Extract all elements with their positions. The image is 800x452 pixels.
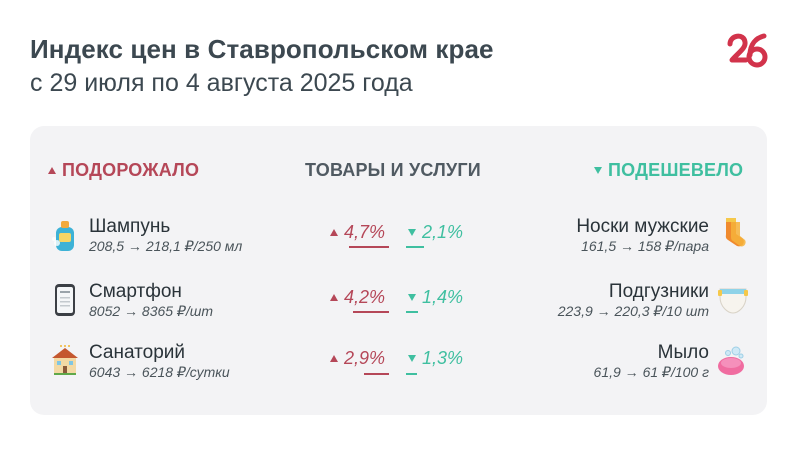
increase-label: 4,2%: [344, 287, 386, 307]
header-down: ПОДЕШЕВЕЛО: [594, 160, 743, 181]
item-detail: 6043 → 6218 ₽/сутки: [89, 364, 230, 380]
item-name: Носки мужские: [576, 216, 709, 237]
diaper-icon: [718, 288, 748, 314]
smartphone-icon: [55, 284, 75, 316]
decrease-label: 1,4%: [422, 287, 464, 307]
item-name: Смартфон: [89, 281, 182, 302]
item-detail: 223,9 → 220,3 ₽/10 шт: [557, 303, 709, 319]
decrease-value: 2,1%: [408, 222, 463, 243]
increase-label: 2,9%: [344, 348, 386, 368]
item-name: Подгузники: [608, 281, 709, 302]
decrease-value: 1,4%: [408, 287, 463, 308]
triangle-up-icon: [330, 355, 338, 362]
sanatorium-icon: [52, 345, 78, 375]
item-detail: 161,5 → 158 ₽/пара: [581, 238, 709, 254]
triangle-up-icon: [48, 167, 56, 174]
increase-bar: [352, 311, 389, 313]
page-title: Индекс цен в Ставропольском крае: [30, 34, 494, 64]
triangle-down-icon: [408, 294, 416, 301]
soap-icon: [718, 346, 744, 375]
item-name: Санаторий: [89, 342, 185, 363]
header-down-label: ПОДЕШЕВЕЛО: [608, 160, 744, 180]
increase-value: 4,7%: [330, 222, 385, 243]
increase-label: 4,7%: [344, 222, 386, 242]
decrease-label: 1,3%: [422, 348, 464, 368]
increase-bar: [364, 373, 389, 375]
triangle-down-icon: [594, 167, 602, 174]
decrease-bar: [406, 373, 418, 375]
brand-logo: [727, 33, 768, 68]
item-detail: 8052 → 8365 ₽/шт: [89, 303, 214, 319]
decrease-label: 2,1%: [422, 222, 464, 242]
shampoo-icon: [52, 221, 74, 251]
item-detail: 208,5 → 218,1 ₽/250 мл: [89, 238, 243, 254]
item-name: Мыло: [657, 342, 709, 363]
header-up-label: ПОДОРОЖАЛО: [62, 160, 200, 180]
item-name: Шампунь: [89, 216, 171, 237]
header-middle-label: ТОВАРЫ И УСЛУГИ: [305, 160, 481, 180]
triangle-up-icon: [330, 294, 338, 301]
price-card: [30, 126, 767, 415]
decrease-bar: [406, 246, 425, 248]
increase-value: 2,9%: [330, 348, 385, 369]
triangle-down-icon: [408, 229, 416, 236]
increase-bar: [348, 246, 389, 248]
page-subtitle: с 29 июля по 4 августа 2025 года: [30, 69, 413, 97]
increase-value: 4,2%: [330, 287, 385, 308]
socks-icon: [725, 218, 746, 247]
item-detail: 61,9 → 61 ₽/100 г: [593, 364, 709, 380]
header-middle: ТОВАРЫ И УСЛУГИ: [305, 160, 481, 181]
decrease-value: 1,3%: [408, 348, 463, 369]
header-up: ПОДОРОЖАЛО: [48, 160, 199, 181]
triangle-down-icon: [408, 355, 416, 362]
triangle-up-icon: [330, 229, 338, 236]
decrease-bar: [406, 311, 419, 313]
